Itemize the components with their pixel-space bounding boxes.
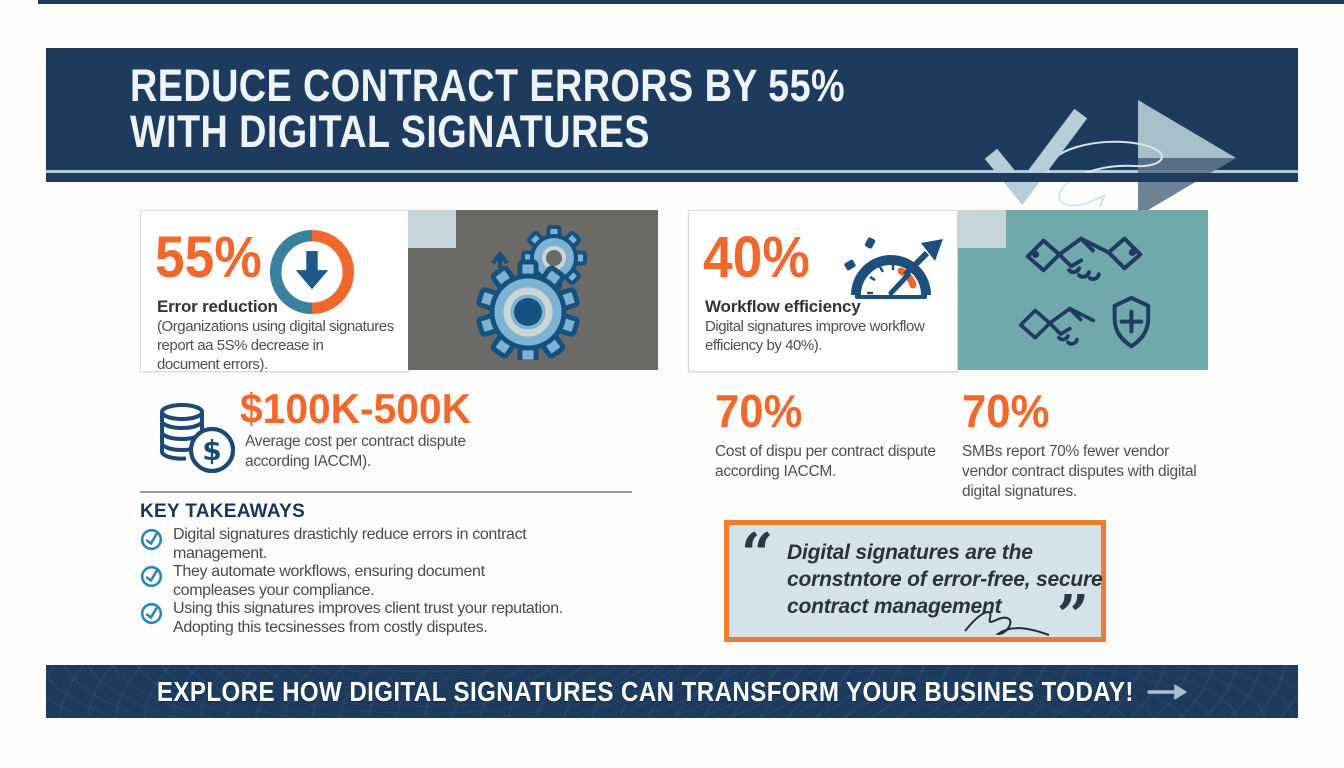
- page-title: REDUCE CONTRACT ERRORS BY 55% WITH DIGIT…: [130, 63, 845, 155]
- donut-down-arrow-icon: [270, 229, 354, 315]
- header-decoration: [948, 100, 1236, 225]
- list-item: They automate workflows, ensuring docume…: [140, 563, 640, 600]
- takeaways-heading: KEY TAKEAWAYS: [140, 501, 306, 522]
- corner-accent: [958, 210, 1006, 248]
- dispute-cost-value: 70%: [715, 385, 803, 437]
- triangle-icon: [1138, 100, 1236, 216]
- open-quote-icon: “: [741, 521, 774, 587]
- footer-cta-row: EXPLORE HOW DIGITAL SIGNATURES CAN TRANS…: [156, 675, 1188, 708]
- handshake-shield-icon: [1018, 236, 1151, 349]
- footer-cta-text: EXPLORE HOW DIGITAL SIGNATURES CAN TRANS…: [156, 675, 1134, 707]
- check-circle-icon: [140, 602, 163, 625]
- list-item: Digital signatures drastichly reduce err…: [140, 526, 640, 563]
- check-circle-icon: [140, 528, 163, 551]
- page-title-line2: WITH DIGITAL SIGNATURES: [130, 106, 650, 157]
- page-title-line1: REDUCE CONTRACT ERRORS BY 55%: [130, 60, 846, 111]
- checkmark-icon: [984, 108, 1088, 205]
- swirl-icon: [1046, 140, 1163, 208]
- footer-cta-banner[interactable]: EXPLORE HOW DIGITAL SIGNATURES CAN TRANS…: [46, 665, 1298, 718]
- gears-icon: [476, 225, 587, 360]
- coins-icon: $: [160, 403, 235, 473]
- workflow-efficiency-description: Digital signatures improve workflow effi…: [705, 318, 925, 354]
- error-reduction-description: (Organizations using digital signatures …: [157, 318, 394, 373]
- section-divider: [140, 491, 632, 493]
- smb-disputes-value: 70%: [962, 385, 1050, 437]
- corner-accent: [408, 210, 456, 248]
- quote-box: “ Digital signatures are the cornstntore…: [724, 520, 1106, 649]
- cost-range-value: $100K-500K: [240, 385, 472, 432]
- dispute-cost-description: Cost of dispu per contract dispute accor…: [715, 443, 936, 480]
- error-reduction-label: Error reduction: [157, 297, 278, 316]
- header-banner-strip: [46, 173, 1298, 182]
- close-quote-icon: ”: [1056, 583, 1089, 649]
- handshake-image-panel: [958, 210, 1208, 370]
- check-circle-icon: [140, 565, 163, 588]
- takeaways-list: Digital signatures drastichly reduce err…: [140, 526, 640, 637]
- workflow-efficiency-label: Workflow efficiency: [705, 297, 861, 316]
- smb-disputes-description: SMBs report 70% fewer vendor vendor cont…: [962, 443, 1197, 500]
- shield-plus-icon: [1112, 295, 1151, 349]
- stat-card-workflow-efficiency: 40% Workflow efficiency Digital signatur…: [688, 210, 958, 372]
- arrow-right-icon: [1147, 683, 1188, 700]
- top-rule: [38, 0, 1344, 4]
- stat-smb-disputes: 70% SMBs report 70% fewer vendor vendor …: [962, 385, 1197, 502]
- workflow-efficiency-value: 40%: [703, 225, 810, 290]
- gears-image-panel: [408, 210, 658, 370]
- signature-icon: [964, 611, 1050, 636]
- error-reduction-value: 55%: [155, 225, 262, 290]
- header-banner: REDUCE CONTRACT ERRORS BY 55% WITH DIGIT…: [46, 48, 1298, 225]
- stat-card-error-reduction: 55% Error reduction (Organizations using…: [140, 210, 410, 373]
- svg-text:$: $: [202, 434, 221, 467]
- list-item: Using this signatures improves client tr…: [140, 600, 640, 637]
- quote-text: Digital signatures are the cornstntore o…: [787, 541, 1103, 618]
- gauge-icon: [844, 237, 943, 299]
- cost-range-description: Average cost per contract dispute accord…: [245, 433, 466, 470]
- stat-dispute-cost: 70% Cost of dispu per contract dispute a…: [715, 388, 936, 482]
